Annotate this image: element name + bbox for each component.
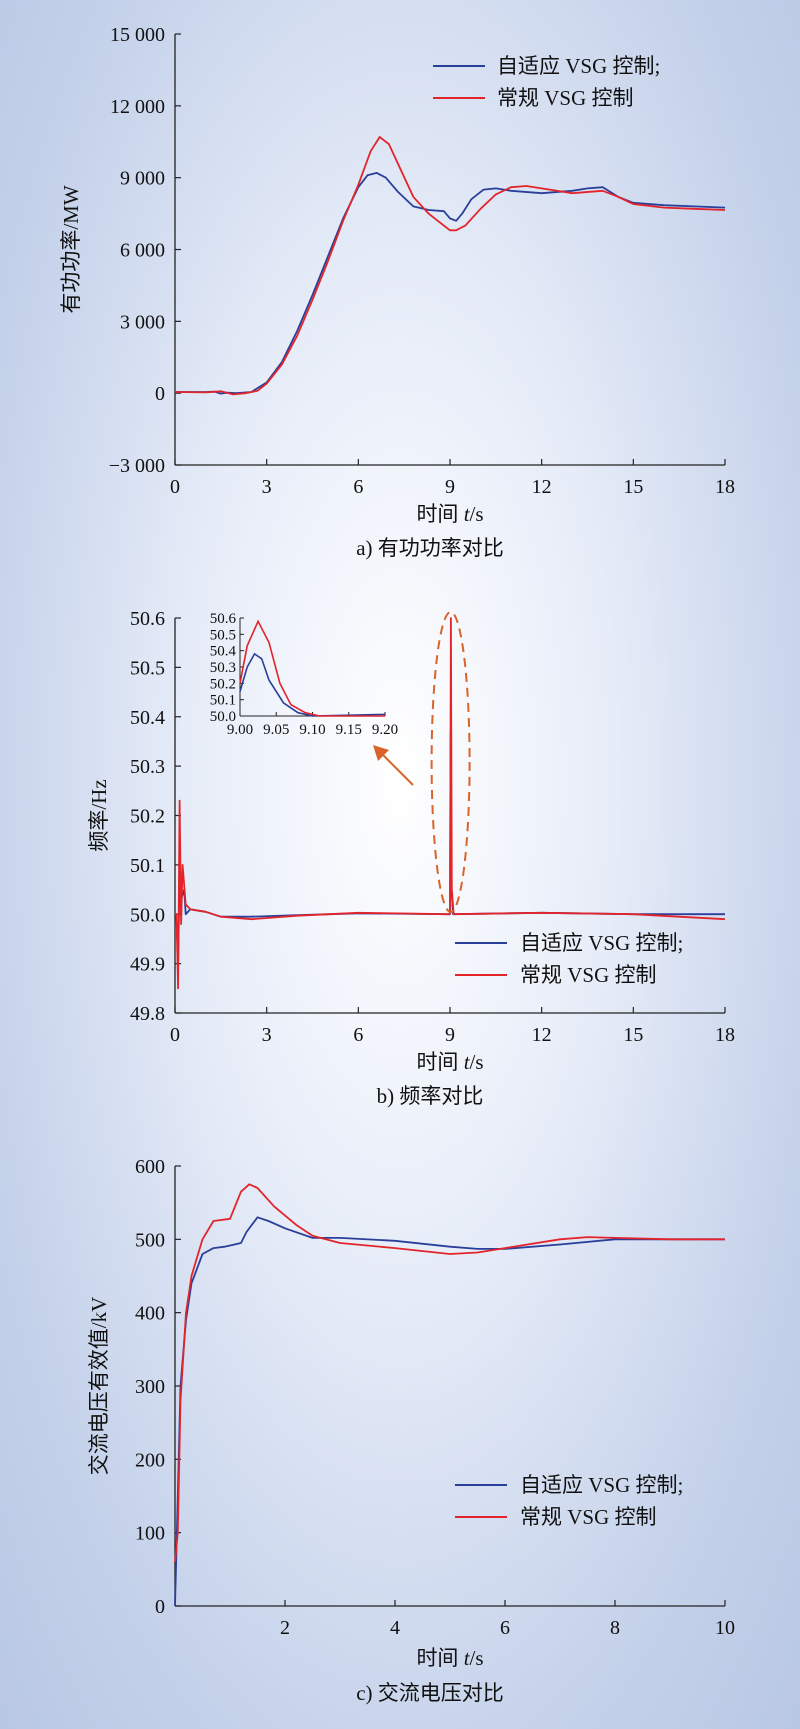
x-tick-label: 10 [715, 1617, 735, 1639]
inset-x-tick-label: 9.05 [263, 722, 289, 738]
x-axis-label-prefix: 时间 [416, 1646, 463, 1670]
series-line-conventional [175, 617, 726, 990]
inset-x-tick-label: 9.00 [227, 722, 253, 738]
series-line-conventional [174, 1183, 725, 1563]
x-tick-label: 9 [445, 476, 455, 498]
x-axis-label-unit: /s [470, 1646, 484, 1670]
x-axis-label-variable: t [464, 1646, 471, 1670]
inset-x-tick-label: 9.20 [372, 722, 398, 738]
x-tick-label: 12 [532, 1024, 552, 1046]
x-tick-label: 18 [715, 1024, 735, 1046]
legend-label-adaptive: 自适应 VSG 控制; [520, 1473, 683, 1497]
y-tick-label: 6 000 [120, 240, 165, 262]
y-tick-label: −3 000 [109, 455, 165, 477]
inset-zoom-chart: 50.050.150.250.350.450.550.6 9.00 9.05 9.10… [210, 611, 398, 738]
inset-y-tick-label: 50.1 [210, 693, 236, 709]
inset-series-line-conventional [239, 619, 385, 717]
inset-x-tick-label: 9.10 [299, 722, 325, 738]
x-axis-label-variable: t [464, 1050, 471, 1074]
y-tick-label: 15 000 [110, 24, 165, 46]
inset-y-tick-label: 50.3 [210, 660, 236, 676]
legend-label-conventional: 常规 VSG 控制 [520, 1505, 657, 1529]
y-tick-label: 50.3 [130, 756, 165, 778]
voltage-chart: 0 100 200 300 400 500 600 2 4 6 8 10 时间 t/s 交流电压有效值/k… [87, 1156, 735, 1705]
inset-y-tick-label: 50.6 [210, 611, 237, 627]
x-axis-label: 时间 t/s [416, 1646, 483, 1670]
inset-y-tick-label: 50.0 [210, 709, 236, 725]
y-tick-label: 50.1 [130, 855, 165, 877]
inset-series-line-adaptive [239, 652, 386, 717]
y-tick-label: 200 [135, 1449, 165, 1471]
x-axis-label-variable: t [464, 502, 471, 526]
inset-x-tick-label: 9.15 [336, 722, 362, 738]
x-axis-label-prefix: 时间 [416, 502, 463, 526]
panel-caption: a) 有功功率对比 [356, 536, 504, 560]
x-tick-label: 12 [532, 476, 552, 498]
y-tick-label: 0 [155, 1596, 165, 1618]
x-tick-label: 0 [170, 476, 180, 498]
series-line-adaptive [174, 1216, 725, 1607]
y-axis-label: 有功功率/MW [59, 185, 83, 314]
y-tick-label: 50.5 [130, 657, 165, 679]
x-axis-label-unit: /s [470, 502, 484, 526]
x-tick-label: 6 [353, 476, 363, 498]
x-tick-label: 8 [610, 1617, 620, 1639]
x-axis-label-prefix: 时间 [416, 1050, 463, 1074]
panel-caption: b) 频率对比 [377, 1084, 484, 1108]
x-tick-label: 9 [445, 1024, 455, 1046]
x-tick-label: 15 [623, 1024, 643, 1046]
x-tick-label: 18 [715, 476, 735, 498]
x-tick-label: 2 [280, 1617, 290, 1639]
y-tick-label: 50.0 [130, 904, 165, 926]
y-tick-label: 49.8 [130, 1003, 165, 1025]
x-tick-label: 3 [262, 1024, 272, 1046]
x-tick-label: 0 [170, 1024, 180, 1046]
series-line-conventional [174, 136, 726, 396]
x-tick-label: 6 [353, 1024, 363, 1046]
legend-label-conventional: 常规 VSG 控制 [520, 963, 657, 987]
x-tick-label: 6 [500, 1617, 510, 1639]
legend-label-adaptive: 自适应 VSG 控制; [520, 931, 683, 955]
y-tick-label: 3 000 [120, 311, 165, 333]
y-tick-label: 9 000 [120, 168, 165, 190]
y-tick-label: 400 [135, 1303, 165, 1325]
legend-label-adaptive: 自适应 VSG 控制; [497, 54, 660, 78]
callout-arrow-shaft [380, 752, 414, 786]
y-tick-label: 50.6 [130, 608, 165, 630]
highlight-ellipse [430, 611, 471, 913]
callout-arrow-head [373, 745, 389, 761]
inset-y-tick-label: 50.2 [210, 676, 236, 692]
y-tick-label: 500 [135, 1229, 165, 1251]
y-axis-label: 频率/Hz [87, 779, 111, 851]
series-line-adaptive [175, 172, 726, 395]
x-axis-label-unit: /s [470, 1050, 484, 1074]
y-tick-label: 12 000 [110, 96, 165, 118]
y-tick-label: 49.9 [130, 954, 165, 976]
y-tick-label: 50.4 [130, 707, 165, 729]
y-tick-label: 100 [135, 1523, 165, 1545]
x-tick-label: 15 [623, 476, 643, 498]
x-axis-label: 时间 t/s [416, 1050, 483, 1074]
y-tick-label: 50.2 [130, 806, 165, 828]
inset-y-tick-label: 50.5 [210, 627, 236, 643]
frequency-chart: 49.849.950.050.150.250.350.450.550.60 3 6 9… [87, 608, 735, 1108]
y-tick-label: 300 [135, 1376, 165, 1398]
inset-y-tick-label: 50.4 [210, 644, 237, 660]
y-axis-label: 交流电压有效值/kV [87, 1297, 111, 1476]
x-tick-label: 4 [390, 1617, 400, 1639]
y-tick-label: 0 [155, 383, 165, 405]
y-tick-label: 600 [135, 1156, 165, 1178]
x-tick-label: 3 [262, 476, 272, 498]
legend-label-conventional: 常规 VSG 控制 [497, 86, 634, 110]
x-axis-label: 时间 t/s [416, 502, 483, 526]
panel-caption: c) 交流电压对比 [356, 1681, 504, 1705]
